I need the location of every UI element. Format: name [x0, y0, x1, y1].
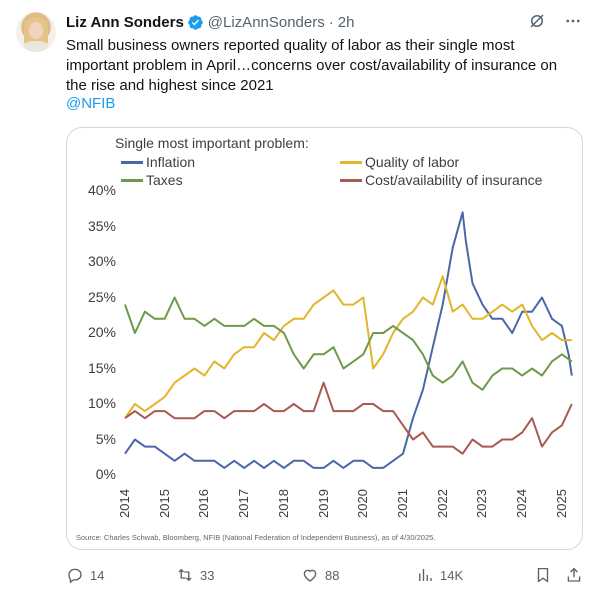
bookmark-button[interactable]: [534, 566, 552, 584]
series-line-taxes: [124, 296, 573, 391]
y-tick-label: 20%: [87, 324, 116, 340]
reply-button[interactable]: 14: [66, 566, 104, 584]
tweet-header: Liz Ann Sonders @LizAnnSonders · 2h: [66, 12, 354, 32]
legend-inflation: Inflation: [121, 154, 195, 170]
repost-button[interactable]: 33: [176, 566, 214, 584]
x-tick-label: 2024: [514, 489, 530, 518]
tweet-text-line: Small business owners reported quality o…: [66, 37, 515, 54]
views-icon: [419, 569, 432, 581]
tweet-time[interactable]: 2h: [337, 13, 355, 31]
x-tick-label: 2018: [275, 489, 291, 518]
chart-title: Single most important problem:: [115, 135, 309, 151]
y-tick-label: 10%: [87, 395, 116, 411]
y-tick-label: 40%: [87, 182, 116, 198]
tweet-text-line: the rise and highest since 2021: [66, 77, 274, 94]
legend-insurance: Cost/availability of insurance: [340, 172, 542, 188]
series-line-inflation: [124, 211, 573, 469]
legend-label-inflation: Inflation: [146, 154, 196, 170]
reply-icon: [68, 568, 82, 584]
author-avatar[interactable]: [16, 12, 56, 52]
bookmark-icon: [537, 567, 549, 583]
x-tick-label: 2025: [553, 489, 569, 518]
legend-swatch-quality: [340, 160, 362, 164]
repost-count: 33: [200, 567, 215, 583]
legend-label-insurance: Cost/availability of insurance: [365, 172, 543, 188]
views-count: 14K: [440, 567, 464, 583]
x-tick-label: 2020: [355, 489, 371, 518]
x-tick-label: 2021: [395, 489, 411, 518]
legend-taxes: Taxes: [121, 172, 183, 188]
x-tick-label: 2023: [474, 489, 490, 518]
share-button[interactable]: [565, 566, 583, 584]
repost-icon: [178, 568, 192, 582]
y-tick-label: 35%: [87, 217, 116, 234]
like-icon: [303, 569, 317, 582]
more-icon[interactable]: [564, 12, 582, 30]
author-handle[interactable]: @LizAnnSonders: [207, 13, 325, 31]
mention-link[interactable]: @NFIB: [66, 95, 116, 112]
reply-count: 14: [90, 567, 105, 583]
tweet-text-line: important problem in April…concerns over…: [66, 57, 558, 74]
y-tick-label: 0%: [95, 466, 116, 482]
verified-badge-icon: [188, 14, 203, 30]
share-icon: [567, 567, 581, 582]
chart-image-card[interactable]: Single most important problem: Inflation…: [66, 127, 583, 550]
author-name[interactable]: Liz Ann Sonders: [66, 13, 184, 31]
tweet-text: Small business owners reported quality o…: [66, 36, 586, 96]
chart-source-note: Source: Charles Schwab, Bloomberg, NFIB …: [76, 533, 436, 542]
legend-swatch-insurance: [340, 178, 362, 182]
legend-label-quality: Quality of labor: [365, 154, 460, 170]
grok-icon[interactable]: [528, 12, 546, 30]
tweet-top-actions: [528, 12, 582, 30]
x-tick-label: 2015: [156, 489, 172, 518]
x-tick-label: 2017: [236, 489, 252, 518]
line-chart: [124, 211, 573, 469]
views-button[interactable]: 14K: [416, 566, 463, 584]
avatar-face: [29, 22, 43, 39]
y-tick-label: 15%: [87, 359, 116, 376]
legend-swatch-taxes: [121, 178, 143, 182]
series-line-quality: [124, 275, 572, 419]
x-tick-label: 2016: [196, 489, 212, 518]
x-tick-label: 2014: [117, 489, 132, 518]
legend-label-taxes: Taxes: [146, 172, 183, 188]
y-tick-label: 5%: [95, 430, 116, 447]
tweet-actions: 14 33 88 14K: [66, 566, 582, 586]
like-count: 88: [325, 567, 340, 583]
avatar-body: [21, 41, 51, 52]
x-tick-label: 2022: [434, 489, 450, 518]
legend-quality: Quality of labor: [340, 154, 459, 170]
y-tick-label: 30%: [87, 253, 116, 269]
x-tick-label: 2019: [315, 489, 331, 518]
series-line-insurance: [124, 381, 573, 455]
y-tick-label: 25%: [87, 288, 116, 305]
legend-swatch-inflation: [121, 160, 143, 164]
like-button[interactable]: 88: [301, 566, 339, 584]
meta-separator: ·: [328, 13, 334, 31]
